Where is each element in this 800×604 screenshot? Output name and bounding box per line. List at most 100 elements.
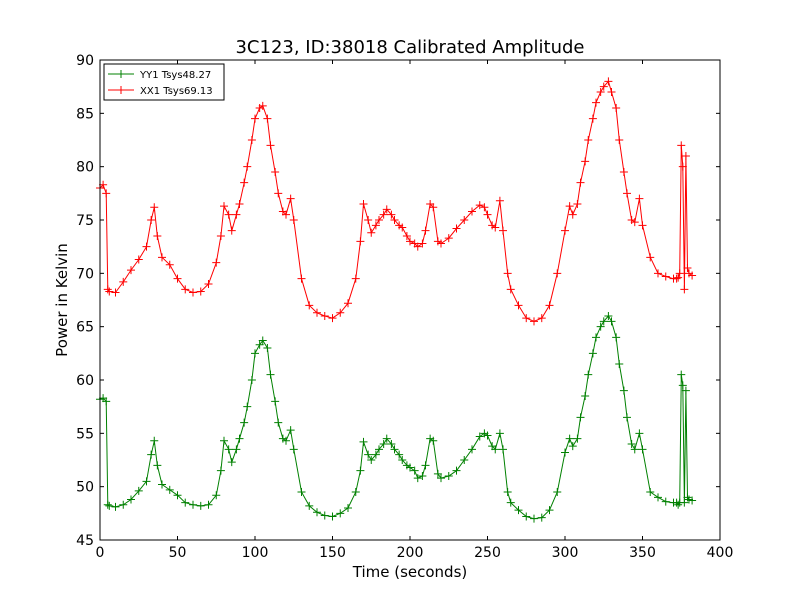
data-point-marker	[680, 498, 689, 507]
data-point-marker	[429, 436, 438, 445]
data-point-marker	[503, 269, 512, 278]
data-point-marker	[646, 253, 655, 262]
data-point-marker	[514, 301, 523, 310]
legend-entry: YY1 Tsys48.27	[108, 70, 211, 81]
data-point-marker	[243, 402, 252, 411]
data-point-marker	[147, 216, 156, 224]
series-1	[96, 77, 697, 326]
data-point-marker	[573, 200, 582, 208]
data-point-marker	[596, 88, 605, 96]
data-point-marker	[615, 136, 624, 144]
legend-box	[103, 63, 225, 101]
data-point-marker	[382, 205, 391, 214]
data-point-marker	[212, 258, 221, 267]
data-point-marker	[674, 500, 683, 509]
data-point-marker	[379, 440, 388, 448]
data-point-marker	[367, 456, 376, 464]
data-point-marker	[356, 237, 365, 246]
data-point-marker	[375, 445, 383, 454]
data-point-marker	[232, 210, 241, 219]
data-point-marker	[119, 500, 128, 509]
data-point-marker	[313, 508, 321, 517]
data-point-marker	[103, 285, 112, 294]
data-point-marker	[227, 226, 236, 235]
data-point-marker	[561, 226, 569, 235]
data-point-marker	[286, 426, 295, 435]
data-point-marker	[105, 501, 114, 510]
data-point-marker	[196, 501, 205, 510]
y-tick-label: 90	[76, 53, 94, 69]
data-point-marker	[232, 445, 241, 454]
data-point-marker	[646, 488, 655, 496]
data-point-marker	[592, 333, 600, 342]
data-point-marker	[235, 434, 244, 443]
data-point-marker	[545, 506, 554, 515]
data-point-marker	[212, 491, 221, 500]
data-point-marker	[271, 397, 280, 406]
data-point-marker	[313, 308, 321, 317]
data-point-marker	[251, 114, 259, 123]
data-point-marker	[336, 509, 345, 518]
x-tick-label: 350	[629, 545, 656, 561]
data-point-marker	[499, 445, 507, 454]
data-point-marker	[150, 436, 159, 445]
x-tick-label: 100	[242, 545, 269, 561]
data-point-marker	[142, 242, 151, 251]
data-point-marker	[224, 445, 233, 454]
data-point-marker	[356, 466, 365, 475]
data-point-marker	[134, 255, 143, 264]
data-point-marker	[661, 497, 670, 506]
y-tick-label: 80	[76, 160, 94, 176]
data-point-marker	[379, 210, 388, 219]
data-point-marker	[274, 418, 283, 427]
data-point-marker	[165, 485, 174, 494]
data-point-marker	[247, 136, 256, 144]
data-point-marker	[359, 200, 368, 208]
legend-entry: XX1 Tsys69.13	[108, 86, 213, 97]
data-point-marker	[142, 477, 151, 486]
data-point-marker	[251, 349, 259, 358]
data-point-marker	[615, 360, 624, 368]
y-tick-label: 45	[76, 533, 94, 549]
data-point-marker	[638, 221, 647, 230]
data-point-marker	[418, 239, 427, 248]
data-point-marker	[688, 271, 697, 280]
data-point-marker	[635, 194, 644, 203]
x-tick-label: 50	[169, 545, 187, 561]
data-point-marker	[630, 445, 639, 454]
data-point-marker	[581, 157, 590, 166]
data-point-marker	[263, 114, 272, 123]
data-point-marker	[395, 450, 404, 459]
data-point-marker	[134, 486, 143, 495]
data-point-marker	[289, 216, 298, 224]
data-point-marker	[119, 277, 128, 286]
data-point-marker	[680, 285, 689, 294]
data-point-marker	[263, 344, 272, 352]
data-point-marker	[387, 440, 396, 448]
legend-marker	[117, 70, 125, 78]
data-point-marker	[220, 202, 228, 211]
data-point-marker	[127, 266, 135, 275]
data-point-marker	[158, 253, 166, 262]
data-point-marker	[537, 513, 546, 522]
y-tick-label: 55	[76, 426, 94, 442]
data-point-marker	[402, 232, 411, 240]
legend-label: YY1 Tsys48.27	[139, 70, 211, 81]
data-point-marker	[688, 496, 697, 505]
data-point-marker	[444, 234, 453, 243]
plot-area	[96, 77, 697, 523]
data-point-marker	[189, 500, 197, 509]
data-point-marker	[499, 226, 507, 235]
data-point-marker	[102, 397, 111, 406]
data-point-marker	[480, 203, 489, 212]
data-point-marker	[266, 370, 275, 379]
data-point-marker	[220, 436, 228, 445]
data-point-marker	[289, 445, 298, 454]
data-point-marker	[683, 493, 692, 502]
data-point-marker	[282, 436, 290, 445]
data-point-marker	[573, 434, 582, 443]
data-point-marker	[282, 210, 290, 219]
data-point-marker	[105, 287, 114, 296]
